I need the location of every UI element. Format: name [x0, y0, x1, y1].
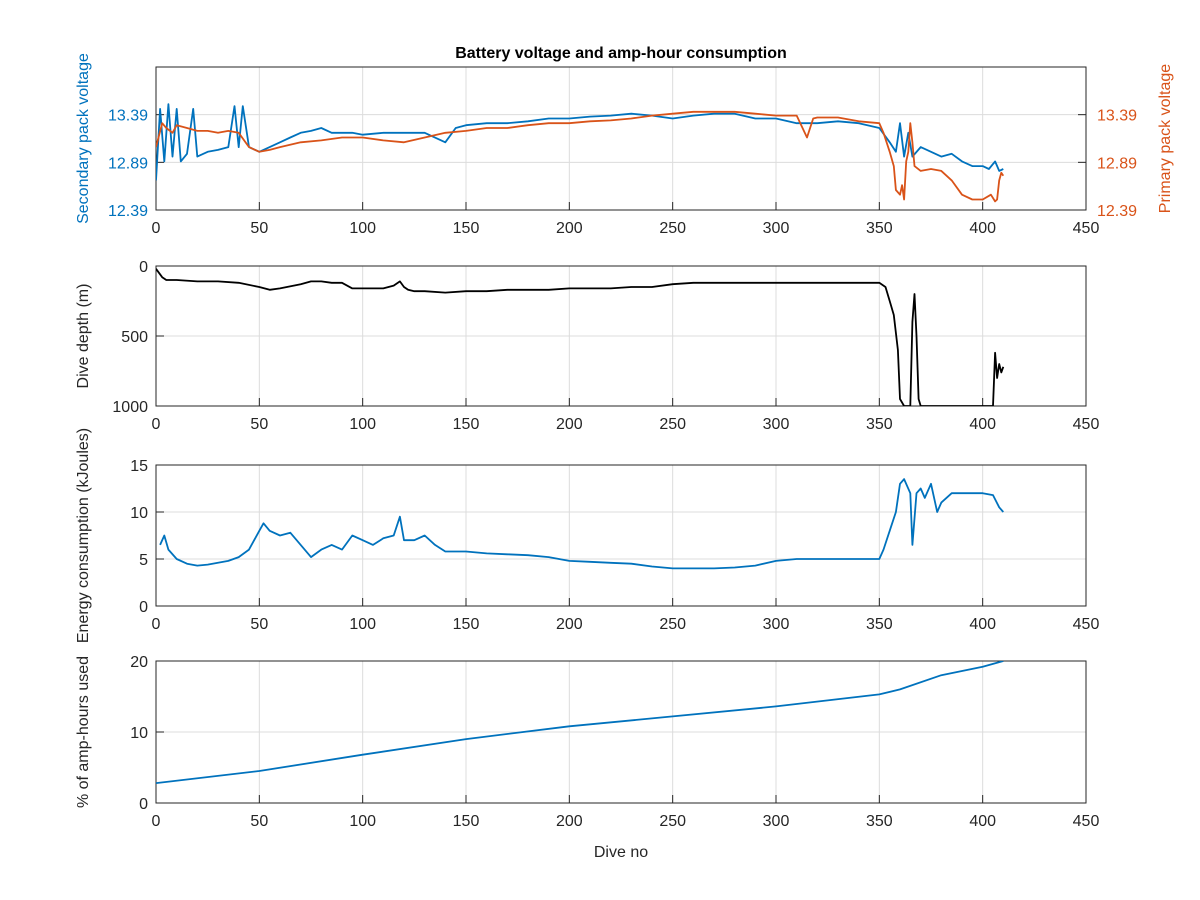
- plot-frame: [155, 464, 1087, 607]
- x-tick-label: 450: [1073, 416, 1100, 433]
- series-line-0: [159, 478, 1004, 570]
- y-tick-label: 0: [139, 796, 148, 813]
- x-tick-label: 300: [763, 220, 790, 237]
- x-tick-label: 200: [556, 616, 583, 633]
- x-tick-label: 350: [866, 813, 893, 830]
- x-tick-label: 250: [659, 416, 686, 433]
- y-right-tick-label: 13.39: [1097, 108, 1137, 125]
- x-tick-label: 200: [556, 416, 583, 433]
- plot-frame: [155, 265, 1087, 407]
- x-tick-label: 150: [453, 616, 480, 633]
- y-tick-label: 1000: [112, 399, 148, 416]
- plot-area: [155, 66, 1087, 211]
- x-tick-label: 0: [152, 616, 161, 633]
- x-tick-label: 50: [250, 813, 268, 830]
- x-tick-label: 100: [349, 813, 376, 830]
- x-tick-label: 150: [453, 813, 480, 830]
- series-line-0: [156, 661, 1004, 784]
- x-tick-label: 350: [866, 616, 893, 633]
- y-axis-label: % of amp-hours used: [75, 656, 92, 808]
- y-right-tick-label: 12.89: [1097, 155, 1137, 172]
- x-tick-label: 350: [866, 416, 893, 433]
- x-tick-label: 300: [763, 616, 790, 633]
- y-tick-label: 15: [130, 458, 148, 475]
- x-tick-label: 400: [969, 616, 996, 633]
- series-line-1: [156, 110, 1005, 203]
- y-right-tick-label: 12.39: [1097, 203, 1137, 220]
- x-tick-label: 0: [152, 416, 161, 433]
- x-tick-label: 450: [1073, 616, 1100, 633]
- y-tick-label: 0: [139, 599, 148, 616]
- x-tick-label: 50: [250, 616, 268, 633]
- y-tick-label: 10: [130, 505, 148, 522]
- x-tick-label: 100: [349, 416, 376, 433]
- amp-hours-panel: 0 50 100 150 200 250 300 350 400 450 0 10 20 % of amp…: [75, 654, 1099, 861]
- x-tick-label: 250: [659, 813, 686, 830]
- y-tick-label: 5: [139, 552, 148, 569]
- plot-frame: [155, 66, 1087, 211]
- y-axis-label: Dive depth (m): [75, 284, 92, 389]
- y-tick-label: 20: [130, 654, 148, 671]
- x-tick-label: 250: [659, 616, 686, 633]
- x-tick-label: 300: [763, 416, 790, 433]
- x-tick-label: 450: [1073, 813, 1100, 830]
- x-tick-label: 100: [349, 220, 376, 237]
- x-tick-label: 400: [969, 416, 996, 433]
- plot-area: [155, 464, 1087, 607]
- plot-frame: [155, 660, 1087, 804]
- x-tick-label: 0: [152, 813, 161, 830]
- x-tick-label: 200: [556, 813, 583, 830]
- y-axis-label: Energy consumption (kJoules): [75, 428, 92, 643]
- x-tick-label: 150: [453, 416, 480, 433]
- y-tick-label: 0: [139, 259, 148, 276]
- x-tick-label: 150: [453, 220, 480, 237]
- y-tick-label: 12.89: [108, 155, 148, 172]
- y-tick-label: 500: [121, 329, 148, 346]
- x-tick-label: 400: [969, 813, 996, 830]
- y-tick-label: 10: [130, 725, 148, 742]
- x-axis-label: Dive no: [594, 844, 648, 861]
- y-axis-label-right: Primary pack voltage: [1157, 64, 1174, 213]
- y-axis-label: Secondary pack voltage: [75, 53, 92, 224]
- y-tick-label: 13.39: [108, 108, 148, 125]
- depth-panel: 0 50 100 150 200 250 300 350 400 450 0 500 1000 Dive …: [75, 259, 1099, 433]
- series-line-0: [156, 268, 1005, 406]
- chart-title: Battery voltage and amp-hour consumption: [455, 45, 787, 62]
- x-tick-label: 450: [1073, 220, 1100, 237]
- x-tick-label: 350: [866, 220, 893, 237]
- energy-panel: 0 50 100 150 200 250 300 350 400 450 0 5 10 15 Energy …: [75, 428, 1099, 643]
- x-tick-label: 50: [250, 416, 268, 433]
- x-tick-label: 100: [349, 616, 376, 633]
- x-tick-label: 300: [763, 813, 790, 830]
- x-tick-label: 200: [556, 220, 583, 237]
- x-tick-label: 400: [969, 220, 996, 237]
- x-tick-label: 0: [152, 220, 161, 237]
- y-tick-label: 12.39: [108, 203, 148, 220]
- x-tick-label: 250: [659, 220, 686, 237]
- x-tick-label: 50: [250, 220, 268, 237]
